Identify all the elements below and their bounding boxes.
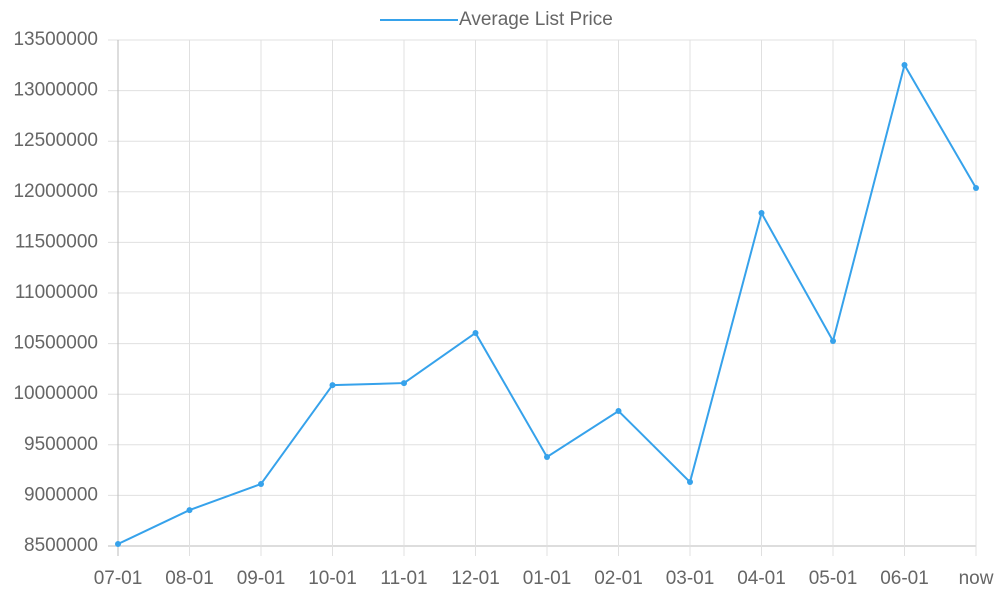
- x-tick-label: 10-01: [308, 568, 357, 589]
- y-tick-label: 8500000: [24, 535, 98, 556]
- y-tick-label: 12000000: [13, 181, 98, 202]
- x-tick-label: 04-01: [737, 568, 786, 589]
- point: [329, 382, 336, 389]
- point: [401, 380, 407, 387]
- y-tick-label: 9000000: [24, 484, 98, 505]
- x-tick-label: 11-01: [380, 568, 427, 589]
- y-tick-label: 13000000: [13, 80, 98, 101]
- point: [186, 507, 193, 514]
- point: [901, 61, 908, 68]
- point: [544, 453, 550, 460]
- x-tick-label: 03-01: [666, 568, 715, 589]
- x-tick-label: 02-01: [594, 568, 643, 589]
- y-tick-label: 12500000: [13, 130, 98, 151]
- y-tick-label: 11500000: [15, 231, 98, 252]
- x-tick-label: 12-01: [451, 568, 500, 589]
- x-tick-label: 06-01: [880, 568, 929, 589]
- y-tick-label: 13500000: [13, 29, 98, 50]
- point: [615, 407, 622, 414]
- x-tick-label: 07-01: [94, 568, 143, 589]
- point: [472, 329, 479, 336]
- point: [115, 540, 121, 547]
- x-tick-label: 09-01: [237, 568, 286, 589]
- point: [758, 210, 765, 217]
- point: [830, 337, 836, 344]
- y-tick-label: 9500000: [24, 434, 98, 455]
- point: [687, 479, 693, 486]
- x-tick-label: now: [959, 568, 994, 589]
- x-tick-label: 08-01: [165, 568, 214, 589]
- y-tick-label: 10000000: [13, 383, 98, 404]
- point: [258, 480, 264, 487]
- y-tick-label: 11000000: [15, 282, 98, 303]
- x-tick-label: 01-01: [523, 568, 572, 589]
- y-tick-label: 10500000: [13, 333, 98, 354]
- point: [973, 184, 979, 191]
- legend-label: Average List Price: [459, 9, 613, 30]
- x-tick-label: 05-01: [809, 568, 858, 589]
